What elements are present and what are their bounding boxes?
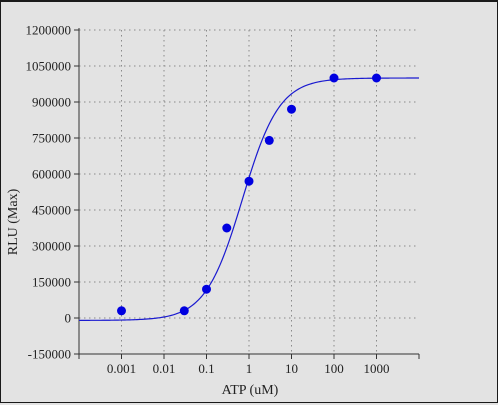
y-tick-label: 300000 (32, 239, 71, 254)
data-points (117, 73, 381, 316)
x-tick-label: 100 (324, 361, 344, 376)
x-tick-label: 1 (246, 361, 253, 376)
tick-labels: -150000 0 150000 300000 450000 600000 750000 90… (26, 23, 390, 377)
fit-curve-group (78, 77, 419, 321)
x-tick-label: 0.1 (198, 361, 214, 376)
x-tick-label: 0.01 (153, 361, 176, 376)
y-tick-label: 900000 (32, 95, 71, 110)
y-tick-label: 750000 (32, 131, 71, 146)
data-point (329, 73, 339, 83)
y-tick-label: -150000 (28, 347, 71, 362)
y-tick-label: 600000 (32, 167, 71, 182)
y-tick-label: 0 (65, 311, 72, 326)
x-tick-label: 0.001 (107, 361, 136, 376)
data-point (264, 135, 274, 145)
fit-curve (78, 77, 419, 321)
data-point (287, 104, 296, 114)
data-point (202, 284, 211, 294)
axes (74, 28, 420, 359)
data-point (179, 306, 189, 316)
data-point (372, 73, 381, 83)
y-tick-label: 150000 (32, 275, 71, 290)
y-axis-title: RLU (Max) (6, 188, 21, 255)
grid-lines (79, 29, 419, 355)
data-point (222, 223, 232, 233)
data-point (117, 306, 126, 316)
data-point (244, 176, 254, 186)
x-axis-title: ATP (uM) (222, 383, 279, 398)
x-tick-label: 10 (285, 361, 298, 376)
y-tick-label: 1200000 (26, 23, 72, 38)
y-tick-label: 1050000 (26, 59, 72, 74)
y-tick-label: 450000 (32, 203, 71, 218)
x-tick-label: 1000 (364, 361, 390, 376)
